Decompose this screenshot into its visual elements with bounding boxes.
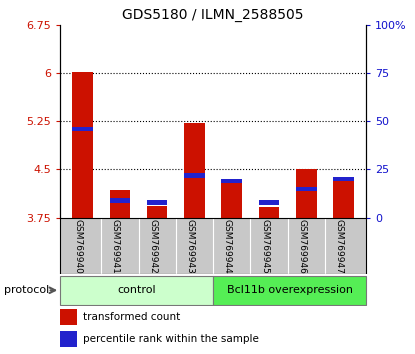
Bar — [184, 173, 205, 177]
Text: Bcl11b overexpression: Bcl11b overexpression — [227, 285, 353, 295]
Bar — [333, 177, 354, 181]
Text: GSM769941: GSM769941 — [111, 219, 120, 274]
Text: GSM769945: GSM769945 — [260, 219, 269, 274]
Bar — [72, 72, 93, 218]
Bar — [147, 200, 167, 205]
Text: protocol: protocol — [4, 285, 49, 295]
Text: GSM769940: GSM769940 — [73, 219, 83, 274]
Bar — [222, 179, 242, 183]
Bar — [213, 276, 366, 305]
Bar — [110, 198, 130, 202]
Bar — [184, 123, 205, 218]
Bar — [296, 170, 317, 218]
Bar — [333, 179, 354, 218]
Bar — [222, 181, 242, 218]
Bar — [296, 187, 317, 191]
Text: GSM769943: GSM769943 — [186, 219, 195, 274]
Bar — [259, 200, 279, 205]
Bar — [110, 190, 130, 218]
Text: GSM769946: GSM769946 — [298, 219, 306, 274]
Bar — [60, 309, 77, 325]
Text: GSM769944: GSM769944 — [223, 219, 232, 274]
Bar — [259, 207, 279, 218]
Text: GSM769947: GSM769947 — [334, 219, 344, 274]
Title: GDS5180 / ILMN_2588505: GDS5180 / ILMN_2588505 — [122, 8, 304, 22]
Bar — [60, 331, 77, 347]
Bar — [72, 127, 93, 131]
Bar — [60, 276, 213, 305]
Text: control: control — [117, 285, 156, 295]
Bar — [147, 206, 167, 218]
Text: transformed count: transformed count — [83, 312, 181, 322]
Text: percentile rank within the sample: percentile rank within the sample — [83, 335, 259, 344]
Text: GSM769942: GSM769942 — [148, 219, 157, 274]
